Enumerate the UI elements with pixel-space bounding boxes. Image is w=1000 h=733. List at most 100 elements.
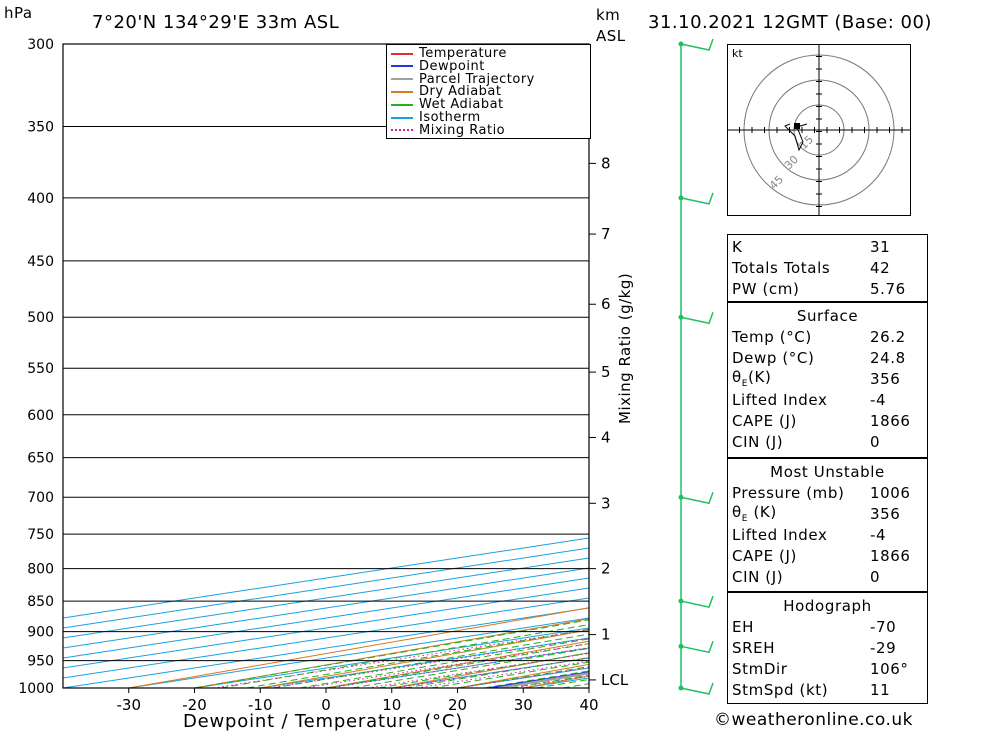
temp-label: Temp (°C) — [732, 327, 812, 346]
cin-label: CIN (J) — [732, 567, 784, 586]
isotherm-line — [63, 537, 589, 619]
km-tick-label: 7 — [601, 225, 611, 243]
table-row: Lifted Index -4 — [728, 389, 927, 410]
most-unstable-box: Most Unstable Pressure (mb) 1006 θE (K) 35… — [727, 458, 928, 592]
cin-label: CIN (J) — [732, 432, 784, 451]
x-tick-label: 30 — [514, 696, 533, 714]
hodograph-storm-marker — [794, 123, 800, 129]
legend-swatch — [391, 78, 413, 81]
pressure-label: Pressure (mb) — [732, 483, 845, 502]
dewp-value: 24.8 — [870, 348, 906, 367]
pressure-tick-label: 450 — [27, 254, 54, 270]
cape-value: 1866 — [870, 411, 911, 430]
legend-label: Mixing Ratio — [419, 122, 506, 138]
theta-e-label: θE(K) — [732, 368, 772, 389]
indices-box: K 31 Totals Totals 42 PW (cm) 5.76 — [727, 234, 928, 302]
x-tick-label: -30 — [117, 696, 142, 714]
li-label: Lifted Index — [732, 525, 828, 544]
table-row: K 31 — [728, 236, 927, 257]
pressure-tick-label: 900 — [27, 625, 54, 641]
stmdir-value: 106° — [870, 659, 909, 678]
legend: Temperature Dewpoint Parcel Trajectory Dry … — [386, 44, 591, 139]
wind-barb — [680, 491, 714, 505]
km-tick-label: 4 — [601, 428, 611, 446]
li-value: -4 — [870, 525, 887, 544]
pressure-tick-label: 500 — [27, 310, 54, 326]
index-name: K — [732, 237, 743, 256]
pressure-tick-label: 600 — [27, 408, 54, 424]
cape-label: CAPE (J) — [732, 546, 797, 565]
wind-barb — [680, 641, 714, 654]
wind-barb — [680, 311, 714, 325]
pressure-tick-label: 950 — [27, 654, 54, 670]
mixing-ratio-line — [304, 643, 589, 688]
km-tick-label: 3 — [601, 494, 611, 512]
isotherm-line — [63, 577, 589, 659]
table-row: θE(K) 356 — [728, 368, 927, 389]
isotherm-line — [63, 557, 589, 639]
legend-label: Wet Adiabat — [419, 97, 504, 113]
dry-adiabat-line — [984, 44, 1000, 688]
legend-swatch — [391, 90, 413, 93]
legend-label: Temperature — [419, 46, 507, 61]
pressure-tick-label: 800 — [27, 562, 54, 578]
x-tick-label: -20 — [182, 696, 207, 714]
legend-label: Dry Adiabat — [419, 84, 502, 100]
legend-swatch — [391, 129, 413, 132]
surface-title: Surface — [796, 306, 859, 325]
theta-e-value: 356 — [870, 369, 901, 388]
li-label: Lifted Index — [732, 390, 828, 409]
mixing-ratio-line — [329, 647, 589, 688]
legend-item: Parcel Trajectory — [391, 73, 535, 86]
sreh-value: -29 — [870, 638, 897, 657]
index-name: PW (cm) — [732, 279, 800, 298]
km-axis-unit: km — [596, 6, 621, 24]
table-row: θE (K) 356 — [728, 503, 927, 524]
x-tick-label: -10 — [248, 696, 273, 714]
surface-box: Surface Temp (°C) 26.2 Dewp (°C) 24.8 θE(K… — [727, 302, 928, 458]
legend-label: Parcel Trajectory — [419, 71, 535, 87]
hodograph-table-box: Hodograph EH -70 SREH -29 StmDir 106° StmSp… — [727, 592, 928, 704]
wind-barb — [680, 595, 714, 608]
table-row: Totals Totals 42 — [728, 257, 927, 278]
table-row: StmSpd (kt) 11 — [728, 679, 927, 700]
dry-adiabat-line — [128, 607, 589, 688]
table-row: CAPE (J) 1866 — [728, 410, 927, 431]
sreh-label: SREH — [732, 638, 776, 657]
legend-label: Dewpoint — [419, 58, 485, 74]
index-name: Totals Totals — [732, 258, 831, 277]
table-row: SREH -29 — [728, 637, 927, 658]
most-unstable-title: Most Unstable — [770, 462, 885, 481]
table-row: PW (cm) 5.76 — [728, 278, 927, 299]
pressure-tick-label: 550 — [27, 361, 54, 377]
table-row: CAPE (J) 1866 — [728, 545, 927, 566]
mixing-ratio-line — [269, 637, 589, 688]
legend-swatch — [391, 65, 413, 68]
legend-item: Dry Adiabat — [391, 85, 502, 98]
pressure-tick-label: 1000 — [18, 681, 54, 697]
legend-item: Dewpoint — [391, 60, 485, 73]
wind-barb — [680, 682, 714, 695]
cin-value: 0 — [870, 432, 881, 451]
pressure-tick-label: 750 — [27, 527, 54, 543]
pressure-tick-label: 350 — [27, 119, 54, 135]
datetime-title: 31.10.2021 12GMT (Base: 00) — [648, 12, 932, 33]
stmspd-label: StmSpd (kt) — [732, 680, 829, 699]
stmdir-label: StmDir — [732, 659, 788, 678]
cape-label: CAPE (J) — [732, 411, 797, 430]
table-row: CIN (J) 0 — [728, 431, 927, 452]
table-row: Pressure (mb) 1006 — [728, 482, 927, 503]
watermark[interactable]: ©weatheronline.co.uk — [714, 710, 914, 730]
hodograph-unit: kt — [732, 47, 743, 60]
plot-frame — [62, 43, 590, 689]
index-value: 5.76 — [870, 279, 906, 298]
x-tick-label: 40 — [579, 696, 598, 714]
table-row: CIN (J) 0 — [728, 566, 927, 587]
km-tick-label: 6 — [601, 295, 611, 313]
hodograph-table-title: Hodograph — [783, 596, 872, 615]
table-row: EH -70 — [728, 616, 927, 637]
wind-barb — [680, 38, 714, 51]
km-tick-label: 1 — [601, 626, 611, 644]
pressure-tick-label: 850 — [27, 594, 54, 610]
